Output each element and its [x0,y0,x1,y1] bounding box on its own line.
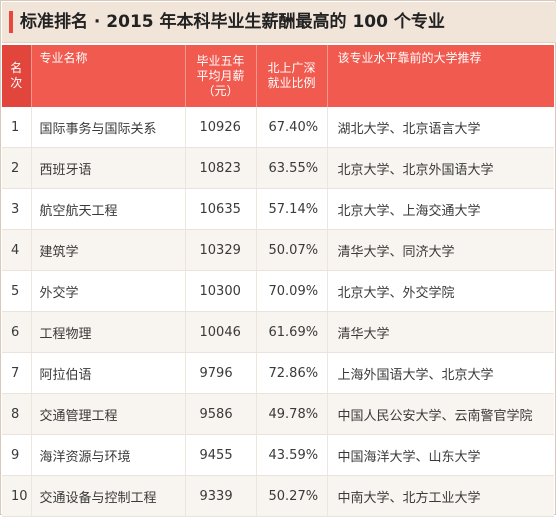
major-name-cell: 西班牙语 [31,147,186,189]
major-name-cell: 交通管理工程 [31,393,186,435]
header-salary-line: 毕业五年 [196,53,245,68]
header-ratio-line: 就业比例 [267,76,316,90]
universities-cell: 北京大学、北京外国语大学 [327,147,554,189]
rank-cell: 2 [2,147,32,189]
universities-cell: 北京大学、上海交通大学 [327,188,554,230]
ratio-cell: 49.78% [256,393,328,435]
major-name-cell: 航空航天工程 [31,188,186,230]
salary-cell: 10329 [185,229,257,271]
ratio-cell: 61.69% [256,311,328,353]
major-name-cell: 国际事务与国际关系 [31,107,186,148]
header-rank-line: 次 [10,76,23,90]
ratio-cell: 70.09% [256,270,328,312]
ratio-cell: 50.07% [256,229,328,271]
header-major-name: 专业名称 [31,45,186,107]
table-row: 6 工程物理 10046 61.69% 清华大学 [2,311,554,353]
table-row: 9 海洋资源与环境 9455 43.59% 中国海洋大学、山东大学 [2,434,554,476]
salary-cell: 9339 [185,475,257,517]
table-header-row: 名 次 专业名称 毕业五年 平均月薪 （元） 北上广深 就业比例 [2,45,554,107]
rank-cell: 10 [2,475,32,517]
universities-cell: 湖北大学、北京语言大学 [327,107,554,148]
header-salary-line: （元） [202,83,239,98]
header-ratio-line: 北上广深 [267,61,316,75]
table-row: 7 阿拉伯语 9796 72.86% 上海外国语大学、北京大学 [2,352,554,394]
salary-cell: 10635 [185,188,257,230]
table-row: 4 建筑学 10329 50.07% 清华大学、同济大学 [2,229,554,271]
rank-cell: 1 [2,107,32,148]
major-name-cell: 海洋资源与环境 [31,434,186,476]
table-row: 5 外交学 10300 70.09% 北京大学、外交学院 [2,270,554,312]
ratio-cell: 72.86% [256,352,328,394]
rank-cell: 4 [2,229,32,271]
rank-cell: 3 [2,188,32,230]
table-row: 10 交通设备与控制工程 9339 50.27% 中南大学、北方工业大学 [2,475,554,517]
universities-cell: 中国人民公安大学、云南警官学院 [327,393,554,435]
rank-cell: 6 [2,311,32,353]
ratio-cell: 63.55% [256,147,328,189]
major-name-cell: 建筑学 [31,229,186,271]
header-salary: 毕业五年 平均月薪 （元） [185,45,257,107]
page-title: 标准排名 · 2015 年本科毕业生薪酬最高的 100 个专业 [20,12,445,32]
ranking-table: 名 次 专业名称 毕业五年 平均月薪 （元） 北上广深 就业比例 [2,45,554,517]
salary-cell: 10046 [185,311,257,353]
header-rank: 名 次 [2,45,32,107]
universities-cell: 中南大学、北方工业大学 [327,475,554,517]
table-row: 8 交通管理工程 9586 49.78% 中国人民公安大学、云南警官学院 [2,393,554,435]
rank-cell: 8 [2,393,32,435]
ratio-cell: 67.40% [256,107,328,148]
table-row: 3 航空航天工程 10635 57.14% 北京大学、上海交通大学 [2,188,554,230]
rank-cell: 9 [2,434,32,476]
major-name-cell: 交通设备与控制工程 [31,475,186,517]
table-body: 1 国际事务与国际关系 10926 67.40% 湖北大学、北京语言大学 2 西班牙语 108… [2,107,554,517]
ratio-cell: 50.27% [256,475,328,517]
salary-cell: 9586 [185,393,257,435]
salary-cell: 9796 [185,352,257,394]
universities-cell: 上海外国语大学、北京大学 [327,352,554,394]
ratio-cell: 57.14% [256,188,328,230]
title-bar: 标准排名 · 2015 年本科毕业生薪酬最高的 100 个专业 [2,2,556,43]
header-salary-line: 平均月薪 [196,68,245,83]
major-name-cell: 工程物理 [31,311,186,353]
rank-cell: 7 [2,352,32,394]
major-name-cell: 阿拉伯语 [31,352,186,394]
salary-cell: 10300 [185,270,257,312]
header-rank-line: 名 [10,61,23,75]
universities-cell: 中国海洋大学、山东大学 [327,434,554,476]
universities-cell: 清华大学、同济大学 [327,229,554,271]
salary-cell: 10823 [185,147,257,189]
title-accent-bar [9,11,13,33]
table-row: 1 国际事务与国际关系 10926 67.40% 湖北大学、北京语言大学 [2,107,554,148]
major-name-cell: 外交学 [31,270,186,312]
universities-cell: 清华大学 [327,311,554,353]
universities-cell: 北京大学、外交学院 [327,270,554,312]
ratio-cell: 43.59% [256,434,328,476]
table-row: 2 西班牙语 10823 63.55% 北京大学、北京外国语大学 [2,147,554,189]
rank-cell: 5 [2,270,32,312]
header-universities: 该专业水平靠前的大学推荐 [327,45,554,107]
salary-cell: 10926 [185,107,257,148]
header-ratio: 北上广深 就业比例 [256,45,328,107]
salary-cell: 9455 [185,434,257,476]
